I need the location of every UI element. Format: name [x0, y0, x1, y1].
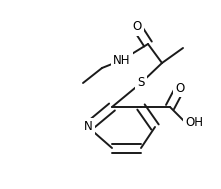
Text: NH: NH: [113, 53, 131, 67]
Text: N: N: [84, 121, 92, 133]
Text: S: S: [137, 77, 145, 90]
Text: O: O: [175, 81, 185, 94]
Text: OH: OH: [185, 115, 203, 129]
Text: O: O: [132, 20, 142, 33]
